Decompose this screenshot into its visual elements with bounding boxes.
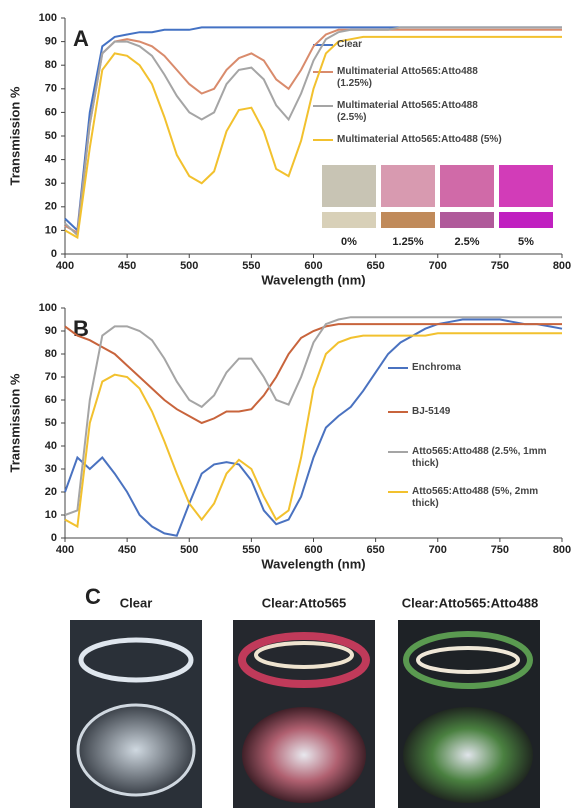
- y-tick-label: 40: [45, 440, 57, 452]
- photo-caption: Clear: [120, 595, 153, 610]
- legend-label: Multimaterial Atto565:Atto488 (5%): [337, 134, 502, 145]
- x-tick-label: 800: [553, 260, 571, 272]
- photo-caption: Clear:Atto565:Atto488: [402, 595, 539, 610]
- y-axis-label: Transmission %: [7, 86, 22, 185]
- series-line: [64, 318, 563, 537]
- series-line: [64, 332, 562, 529]
- panel-label: A: [73, 26, 89, 51]
- y-axis-label: Transmission %: [7, 373, 22, 472]
- y-tick-label: 20: [45, 486, 57, 498]
- inset-photo: [381, 165, 435, 207]
- y-tick-label: 80: [45, 348, 57, 360]
- inset-label: 2.5%: [454, 236, 479, 248]
- series-line: [64, 316, 562, 516]
- x-tick-label: 400: [56, 260, 74, 272]
- y-tick-label: 20: [45, 201, 57, 213]
- inset-photo: [322, 212, 376, 228]
- x-tick-label: 750: [491, 260, 509, 272]
- x-tick-label: 600: [304, 260, 322, 272]
- x-tick-label: 550: [242, 260, 260, 272]
- x-tick-label: 500: [180, 260, 198, 272]
- x-tick-label: 450: [118, 260, 136, 272]
- y-tick-label: 80: [45, 59, 57, 71]
- inset-label: 5%: [518, 236, 534, 248]
- panel-label: C: [85, 584, 101, 609]
- legend-label: Multimaterial Atto565:Atto488 (2.5%): [337, 100, 478, 123]
- inset-photo: [322, 165, 376, 207]
- legend-label: Atto565:Atto488 (2.5%, 1mm thick): [412, 446, 547, 469]
- y-tick-label: 0: [51, 248, 57, 260]
- y-tick-label: 60: [45, 394, 57, 406]
- y-tick-label: 90: [45, 36, 57, 48]
- series-line: [64, 26, 562, 238]
- y-tick-label: 70: [45, 83, 57, 95]
- x-tick-label: 750: [491, 544, 509, 556]
- y-tick-label: 10: [45, 224, 57, 236]
- inset-label: 0%: [341, 236, 357, 248]
- x-tick-label: 450: [118, 544, 136, 556]
- photos: [70, 620, 540, 808]
- y-tick-label: 100: [39, 12, 57, 24]
- legend-label: BJ-5149: [412, 406, 451, 417]
- inset-photo: [499, 165, 553, 207]
- inset-photo: [381, 212, 435, 228]
- x-tick-label: 700: [429, 260, 447, 272]
- legend-label: Enchroma: [412, 362, 461, 373]
- y-tick-label: 50: [45, 130, 57, 142]
- legend-label: Multimaterial Atto565:Atto488 (1.25%): [337, 66, 478, 89]
- x-tick-label: 550: [242, 544, 260, 556]
- y-tick-label: 70: [45, 371, 57, 383]
- legend-label: Atto565:Atto488 (5%, 2mm thick): [412, 486, 539, 509]
- inset-photo: [440, 165, 494, 207]
- y-tick-label: 100: [39, 302, 57, 314]
- y-tick-label: 10: [45, 509, 57, 521]
- y-tick-label: 40: [45, 154, 57, 166]
- y-tick-label: 30: [45, 177, 57, 189]
- y-tick-label: 90: [45, 325, 57, 337]
- inset-photo: [499, 212, 553, 228]
- x-tick-label: 500: [180, 544, 198, 556]
- legend-label: Clear: [337, 39, 363, 50]
- x-tick-label: 600: [304, 544, 322, 556]
- x-tick-label: 800: [553, 544, 571, 556]
- x-axis-label: Wavelength (nm): [261, 556, 365, 571]
- x-tick-label: 650: [366, 260, 384, 272]
- inset-label: 1.25%: [392, 236, 423, 248]
- y-tick-label: 50: [45, 417, 57, 429]
- y-tick-label: 30: [45, 463, 57, 475]
- x-axis-label: Wavelength (nm): [261, 272, 365, 287]
- series-line: [64, 28, 562, 235]
- series-line: [64, 323, 562, 425]
- photo-caption: Clear:Atto565: [262, 595, 347, 610]
- x-tick-label: 700: [429, 544, 447, 556]
- series-line: [64, 35, 562, 240]
- x-tick-label: 650: [366, 544, 384, 556]
- y-tick-label: 60: [45, 106, 57, 118]
- x-tick-label: 400: [56, 544, 74, 556]
- inset-photo: [440, 212, 494, 228]
- y-tick-label: 0: [51, 532, 57, 544]
